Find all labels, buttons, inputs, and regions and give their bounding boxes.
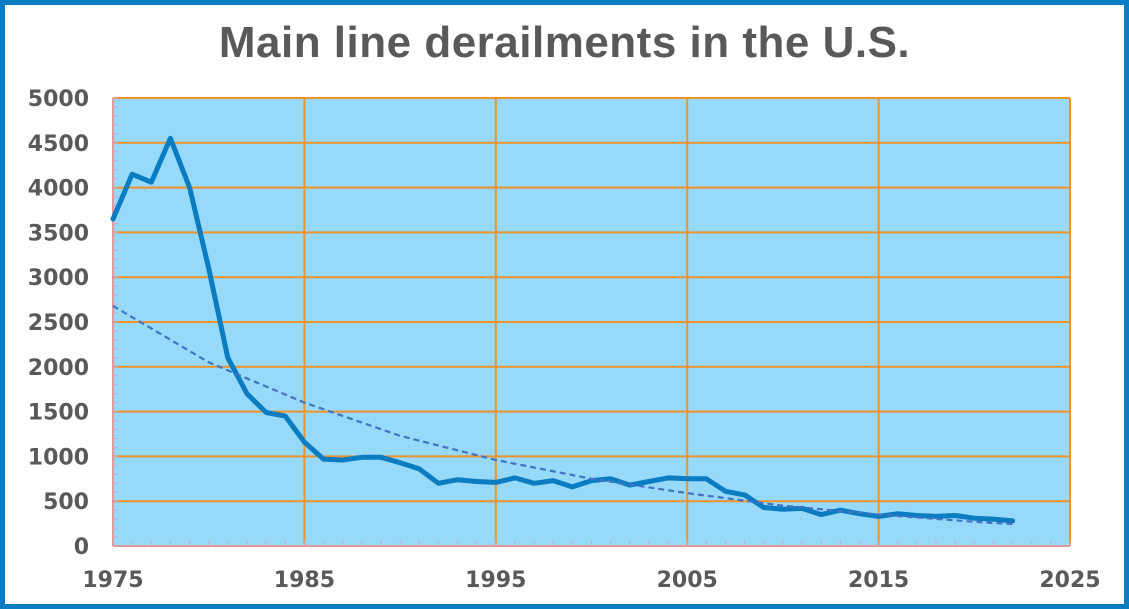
y-axis-labels: 0 500 1000 1500 2000 2500 3000 3500 4000 4500 5000: [28, 87, 89, 560]
x-tick-label: 2015: [848, 568, 909, 593]
y-tick-label: 0: [74, 535, 89, 560]
y-tick-label: 500: [43, 490, 89, 515]
y-tick-label: 2500: [28, 311, 89, 336]
series-group: [110, 135, 1016, 526]
x-axis-labels: 1975 1985 1995 2005 2015 2025: [82, 568, 1100, 593]
y-tick-label: 5000: [28, 87, 89, 112]
y-tick-label: 3500: [28, 221, 89, 246]
y-tick-label: 4500: [28, 132, 89, 157]
x-tick-label: 2025: [1039, 568, 1100, 593]
trendline-series: [112, 304, 1013, 526]
x-tick-label: 2005: [657, 568, 718, 593]
y-tick-label: 1500: [28, 401, 89, 426]
y-tick-label: 1000: [28, 445, 89, 470]
x-tick-label: 1995: [465, 568, 526, 593]
minor-ticks: [112, 97, 1071, 547]
x-tick-label: 1985: [274, 568, 335, 593]
y-tick-label: 4000: [28, 177, 89, 202]
y-tick-label: 3000: [28, 266, 89, 291]
y-tick-label: 2000: [28, 356, 89, 381]
x-tick-label: 1975: [82, 568, 143, 593]
chart-title: Main line derailments in the U.S.: [218, 18, 911, 67]
